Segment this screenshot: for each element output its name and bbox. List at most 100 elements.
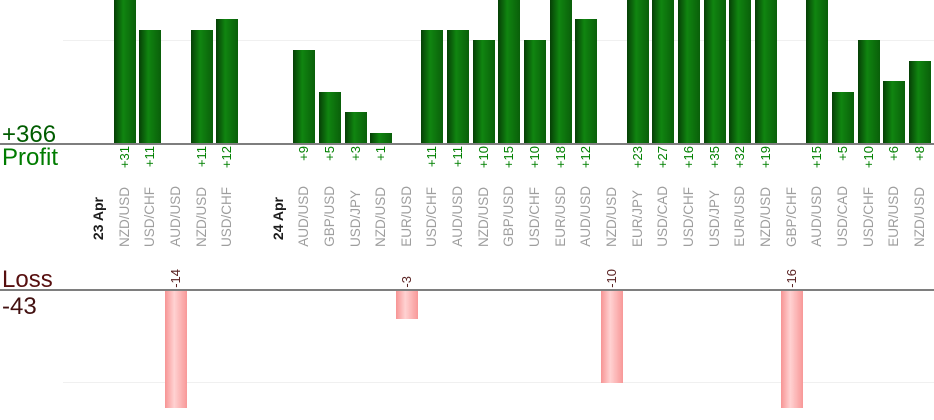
profit-bar [908, 60, 931, 143]
loss-axis-title: Loss [2, 266, 53, 293]
profit-bar [344, 112, 367, 143]
profit-bar [703, 0, 726, 143]
loss-value-label: -10 [604, 269, 619, 288]
profit-bar [113, 0, 136, 143]
x-axis-date-label: 23 Apr [90, 196, 106, 240]
profit-value-label: +8 [911, 146, 927, 161]
profit-bar [575, 19, 598, 143]
profit-value-label: +10 [527, 146, 543, 169]
loss-axis-line [0, 289, 934, 291]
profit-bar [472, 40, 495, 143]
profit-value-label: +10 [860, 146, 876, 169]
loss-bar [601, 291, 623, 383]
x-axis-pair-label: AUD/USD [296, 186, 312, 247]
x-axis-pair-label: EUR/USD [732, 186, 748, 247]
x-axis-pair-label: NZD/USD [193, 187, 209, 247]
x-axis-pair-label: GBP/USD [501, 186, 517, 247]
profit-value-label: +23 [629, 146, 645, 169]
x-axis-pair-label: NZD/USD [604, 187, 619, 247]
profit-bar [652, 0, 675, 143]
profit-value-label: +15 [501, 146, 517, 169]
profit-value-label: +5 [834, 146, 850, 161]
x-axis-pair-label: NZD/USD [475, 187, 491, 247]
x-axis-pair-label: AUD/USD [578, 186, 594, 247]
profit-bar [293, 50, 316, 143]
profit-total: +366 [2, 121, 57, 148]
profit-bar [857, 40, 880, 143]
loss-bar [164, 291, 187, 408]
loss-value-label: -16 [783, 269, 799, 288]
profit-value-label: +3 [347, 146, 363, 161]
x-axis-pair-label: USD/CHF [680, 187, 696, 247]
profit-bar [831, 91, 854, 143]
x-axis-pair-label: EUR/JPY [629, 189, 645, 247]
profit-bar [216, 19, 239, 143]
loss-bar [780, 291, 803, 408]
profit-bar [421, 29, 444, 143]
x-axis-date-label: 24 Apr [269, 196, 286, 240]
profit-value-label: +11 [450, 146, 466, 168]
profit-value-label: +11 [424, 146, 440, 168]
x-axis-pair-label: USD/CHF [527, 187, 543, 247]
x-axis-pair-label: GBP/CHF [783, 186, 799, 247]
profit-value-label: +12 [578, 146, 594, 169]
profit-value-label: +1 [373, 146, 389, 161]
x-axis-pair-label: EUR/USD [398, 186, 414, 247]
profit-bar [883, 81, 906, 143]
loss-gridline [63, 382, 934, 383]
x-axis-pair-label: NZD/USD [911, 187, 927, 247]
profit-value-label: +6 [886, 146, 902, 161]
x-axis-pair-label: USD/CHF [424, 187, 440, 247]
profit-value-label: +31 [116, 146, 132, 169]
x-axis-pair-label: GBP/USD [321, 186, 337, 247]
profit-bar [626, 0, 649, 143]
profit-bar [754, 0, 777, 143]
profit-value-label: +9 [296, 146, 312, 161]
profit-bar [498, 0, 521, 143]
profit-value-label: +11 [193, 146, 209, 168]
profit-value-label: +27 [655, 146, 671, 169]
x-axis-pair-label: NZD/USD [116, 187, 132, 247]
profit-value-label: +5 [321, 146, 337, 161]
x-axis-pair-label: USD/CAD [655, 186, 671, 247]
x-axis-pair-label: USD/JPY [347, 189, 363, 247]
profit-bar [524, 40, 547, 143]
profit-value-label: +18 [552, 146, 568, 169]
profit-axis-title: Profit [2, 144, 59, 171]
x-axis-pair-label: NZD/USD [373, 187, 389, 247]
profit-bar [190, 29, 213, 143]
x-axis-pair-label: AUD/USD [450, 186, 466, 247]
profit-bar [549, 0, 572, 143]
profit-bar [729, 0, 752, 143]
loss-value-label: -3 [398, 276, 414, 288]
profit-value-label: +12 [219, 146, 235, 169]
x-axis-pair-label: USD/JPY [706, 189, 722, 247]
x-axis-pair-label: AUD/USD [167, 186, 183, 247]
x-axis-pair-label: USD/CHF [219, 187, 235, 247]
profit-value-label: +35 [706, 146, 722, 169]
profit-value-label: +10 [475, 146, 491, 169]
x-axis-pair-label: USD/CHF [860, 187, 876, 247]
x-axis-pair-label: NZD/USD [757, 187, 773, 247]
x-axis-pair-label: USD/CHF [142, 187, 158, 247]
x-axis-pair-label: EUR/USD [886, 186, 902, 247]
profit-bar [318, 91, 341, 143]
profit-bar [447, 29, 470, 143]
x-axis-pair-label: USD/CAD [834, 186, 850, 247]
profit-value-label: +16 [680, 146, 696, 169]
profit-bar [677, 0, 700, 143]
x-axis-pair-label: AUD/USD [809, 186, 825, 247]
profit-value-label: +15 [809, 146, 825, 169]
profit-value-label: +19 [757, 146, 773, 169]
profit-bar [806, 0, 829, 143]
profit-bar [139, 29, 162, 143]
profit-axis-line [0, 143, 934, 145]
loss-bar [395, 291, 418, 319]
x-axis-pair-label: EUR/USD [552, 186, 568, 247]
profit-value-label: +11 [142, 146, 158, 168]
loss-total: -43 [2, 293, 37, 320]
profit-value-label: +32 [732, 146, 748, 169]
loss-value-label: -14 [167, 269, 183, 288]
profit-bar [370, 132, 393, 143]
